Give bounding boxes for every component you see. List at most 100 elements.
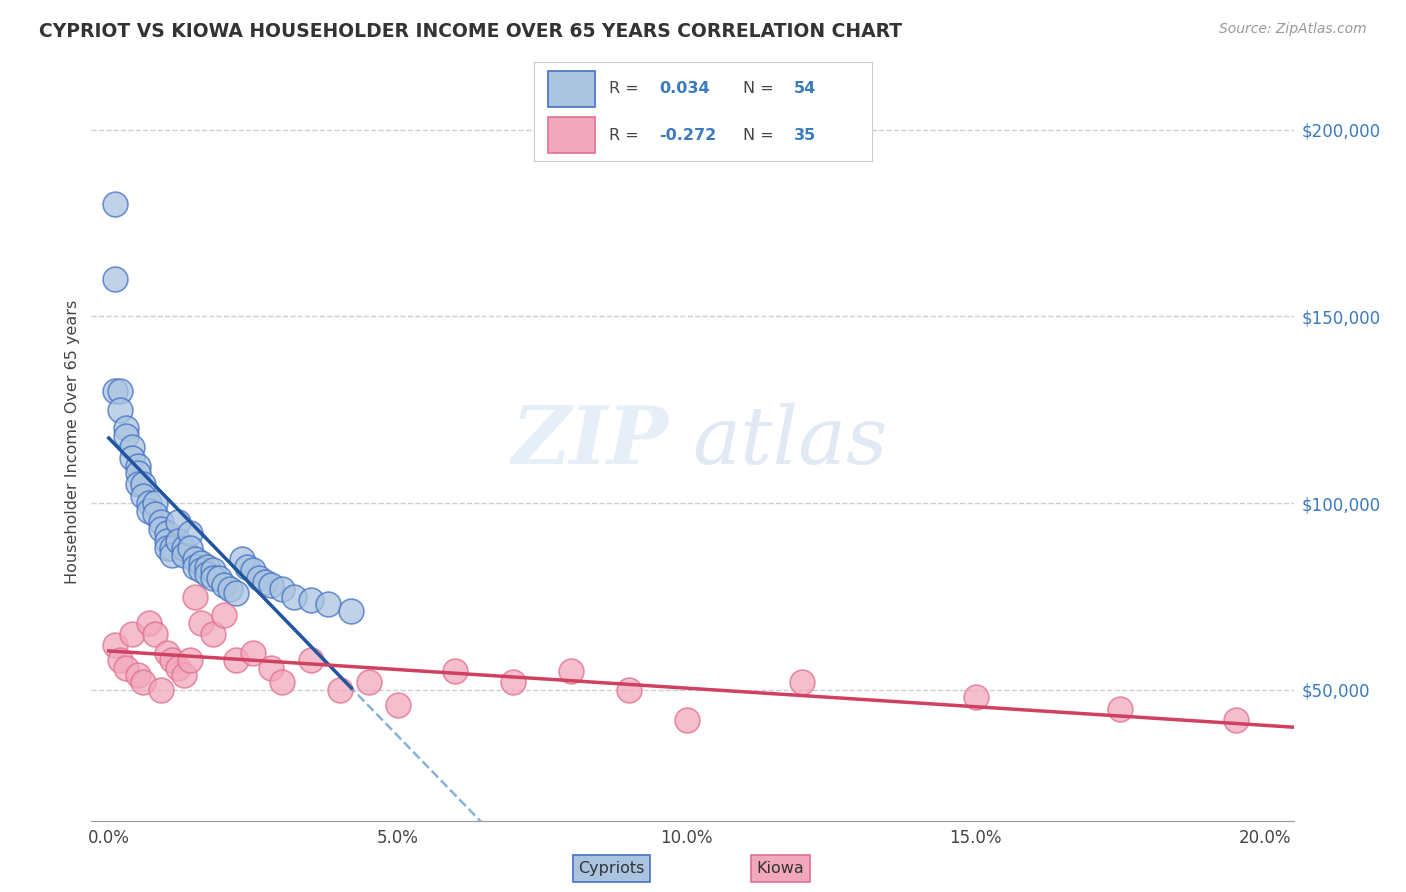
Point: [675, 713, 697, 727]
Point: [357, 675, 380, 690]
Text: 54: 54: [794, 81, 817, 96]
Point: [167, 660, 190, 674]
Point: [143, 508, 166, 522]
Point: [195, 567, 218, 582]
Text: 0.034: 0.034: [659, 81, 710, 96]
Text: Cypriots: Cypriots: [578, 861, 645, 876]
Point: [184, 559, 207, 574]
Text: N =: N =: [744, 81, 775, 96]
Text: atlas: atlas: [692, 403, 887, 480]
Point: [259, 578, 281, 592]
Point: [190, 556, 212, 570]
Point: [127, 477, 149, 491]
Point: [173, 541, 195, 555]
Point: [138, 615, 160, 630]
Point: [115, 429, 138, 443]
Point: [184, 590, 207, 604]
Point: [167, 515, 190, 529]
Point: [179, 526, 201, 541]
Point: [214, 608, 236, 623]
Point: [138, 503, 160, 517]
Point: [149, 522, 172, 536]
FancyBboxPatch shape: [548, 71, 595, 107]
Point: [190, 615, 212, 630]
Point: [271, 675, 294, 690]
Point: [110, 653, 132, 667]
Point: [103, 272, 125, 286]
Point: [195, 559, 218, 574]
Point: [173, 668, 195, 682]
Point: [617, 682, 640, 697]
Text: R =: R =: [609, 128, 638, 143]
Text: N =: N =: [744, 128, 775, 143]
Point: [201, 627, 224, 641]
Point: [149, 515, 172, 529]
Point: [162, 653, 184, 667]
Point: [127, 458, 149, 473]
Text: Source: ZipAtlas.com: Source: ZipAtlas.com: [1219, 22, 1367, 37]
Point: [214, 578, 236, 592]
Point: [155, 646, 177, 660]
Point: [299, 653, 322, 667]
Point: [138, 496, 160, 510]
Point: [329, 682, 352, 697]
Point: [231, 552, 253, 566]
FancyBboxPatch shape: [548, 118, 595, 153]
Point: [502, 675, 524, 690]
Point: [115, 421, 138, 435]
Point: [236, 559, 259, 574]
Point: [242, 646, 264, 660]
Point: [299, 593, 322, 607]
Point: [179, 653, 201, 667]
Point: [225, 586, 247, 600]
Point: [242, 563, 264, 577]
Point: [127, 668, 149, 682]
Point: [132, 477, 155, 491]
Point: [190, 563, 212, 577]
Point: [162, 549, 184, 563]
Point: [149, 682, 172, 697]
Point: [444, 665, 467, 679]
Text: -0.272: -0.272: [659, 128, 717, 143]
Text: 35: 35: [794, 128, 817, 143]
Point: [965, 690, 987, 705]
Point: [115, 660, 138, 674]
Point: [121, 451, 143, 466]
Point: [132, 489, 155, 503]
Point: [318, 597, 340, 611]
Point: [103, 638, 125, 652]
Point: [162, 541, 184, 555]
Point: [121, 627, 143, 641]
Point: [560, 665, 582, 679]
Point: [340, 605, 363, 619]
Point: [103, 197, 125, 211]
Point: [155, 541, 177, 555]
Y-axis label: Householder Income Over 65 years: Householder Income Over 65 years: [65, 300, 80, 583]
Point: [271, 582, 294, 596]
Point: [143, 627, 166, 641]
Point: [201, 571, 224, 585]
Point: [253, 574, 276, 589]
Point: [225, 653, 247, 667]
Point: [792, 675, 814, 690]
Text: ZIP: ZIP: [512, 403, 668, 480]
Point: [143, 496, 166, 510]
Text: Kiowa: Kiowa: [756, 861, 804, 876]
Text: R =: R =: [609, 81, 638, 96]
Point: [127, 467, 149, 481]
Point: [179, 541, 201, 555]
Point: [167, 533, 190, 548]
Point: [283, 590, 305, 604]
Point: [110, 384, 132, 398]
Point: [155, 526, 177, 541]
Point: [110, 402, 132, 417]
Point: [387, 698, 409, 712]
Point: [1225, 713, 1247, 727]
Point: [207, 571, 229, 585]
Point: [132, 675, 155, 690]
Point: [103, 384, 125, 398]
Point: [1109, 701, 1132, 715]
Point: [201, 563, 224, 577]
Text: CYPRIOT VS KIOWA HOUSEHOLDER INCOME OVER 65 YEARS CORRELATION CHART: CYPRIOT VS KIOWA HOUSEHOLDER INCOME OVER…: [39, 22, 903, 41]
Point: [121, 440, 143, 454]
